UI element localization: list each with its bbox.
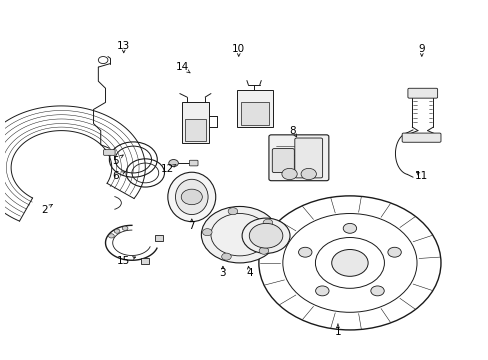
FancyBboxPatch shape xyxy=(240,102,269,125)
FancyBboxPatch shape xyxy=(182,102,208,143)
Circle shape xyxy=(122,226,128,230)
FancyBboxPatch shape xyxy=(184,119,206,141)
Text: 12: 12 xyxy=(161,165,174,174)
Circle shape xyxy=(181,189,202,205)
Text: 4: 4 xyxy=(245,269,252,279)
Circle shape xyxy=(228,208,237,215)
Text: 13: 13 xyxy=(117,41,130,51)
FancyBboxPatch shape xyxy=(294,138,322,178)
Circle shape xyxy=(114,229,120,233)
Text: 5: 5 xyxy=(112,156,118,166)
FancyBboxPatch shape xyxy=(189,160,198,166)
Circle shape xyxy=(263,219,272,226)
Text: 10: 10 xyxy=(232,45,245,54)
Circle shape xyxy=(108,234,114,238)
Text: 7: 7 xyxy=(188,221,195,231)
Ellipse shape xyxy=(175,179,208,215)
FancyBboxPatch shape xyxy=(401,133,440,142)
Circle shape xyxy=(343,224,356,233)
Ellipse shape xyxy=(167,172,215,222)
Circle shape xyxy=(281,168,297,180)
Text: 2: 2 xyxy=(41,205,47,215)
Circle shape xyxy=(298,247,311,257)
Text: 1: 1 xyxy=(334,327,341,337)
Circle shape xyxy=(221,253,231,260)
Circle shape xyxy=(201,207,278,263)
Text: 8: 8 xyxy=(288,126,295,136)
Text: 3: 3 xyxy=(219,269,226,279)
Circle shape xyxy=(301,168,316,180)
FancyBboxPatch shape xyxy=(272,149,294,172)
Text: 6: 6 xyxy=(112,171,118,181)
Circle shape xyxy=(331,249,367,276)
Text: 14: 14 xyxy=(175,62,188,72)
FancyBboxPatch shape xyxy=(155,235,162,241)
Circle shape xyxy=(202,229,212,236)
Text: 11: 11 xyxy=(414,171,427,181)
Text: 15: 15 xyxy=(117,256,130,266)
FancyBboxPatch shape xyxy=(103,150,115,155)
Circle shape xyxy=(242,218,289,253)
Circle shape xyxy=(249,224,282,248)
Text: 9: 9 xyxy=(418,45,424,54)
FancyBboxPatch shape xyxy=(141,258,149,264)
Circle shape xyxy=(387,247,401,257)
Circle shape xyxy=(370,286,384,296)
FancyBboxPatch shape xyxy=(268,135,328,181)
FancyBboxPatch shape xyxy=(407,88,437,98)
FancyBboxPatch shape xyxy=(237,90,273,127)
Circle shape xyxy=(315,286,328,296)
Circle shape xyxy=(259,247,268,254)
Circle shape xyxy=(168,159,178,167)
